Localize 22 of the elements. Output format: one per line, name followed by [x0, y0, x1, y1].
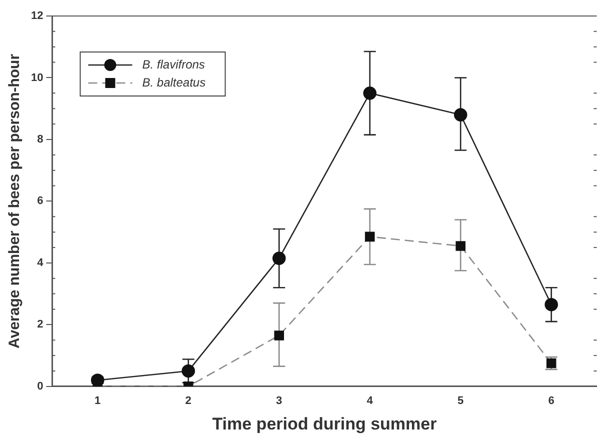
- y-tick-label: 6: [37, 195, 44, 208]
- y-tick-label: 2: [37, 318, 44, 331]
- x-tick-label: 6: [548, 395, 554, 408]
- y-tick-label: 10: [30, 72, 44, 84]
- point: [544, 298, 558, 312]
- y-tick-label: 8: [37, 134, 44, 146]
- x-tick-label: 4: [366, 395, 374, 408]
- x-tick-label: 1: [94, 395, 101, 408]
- point: [454, 108, 468, 122]
- legend-label: B. balteatus: [142, 75, 206, 90]
- x-tick-label: 3: [276, 395, 282, 408]
- x-tick-label: 5: [458, 395, 464, 408]
- point: [363, 86, 376, 100]
- x-axis-title: Time period during summer: [212, 414, 438, 434]
- y-tick-label: 0: [37, 380, 44, 392]
- y-axis-title: Average number of bees per person-hour: [6, 54, 24, 348]
- point: [272, 252, 286, 265]
- y-tick-label: 12: [30, 10, 44, 22]
- y-tick-label: 4: [37, 256, 44, 269]
- x-tick-label: 2: [185, 395, 192, 408]
- legend-label: B. flavifrons: [142, 57, 205, 72]
- point: [182, 364, 195, 378]
